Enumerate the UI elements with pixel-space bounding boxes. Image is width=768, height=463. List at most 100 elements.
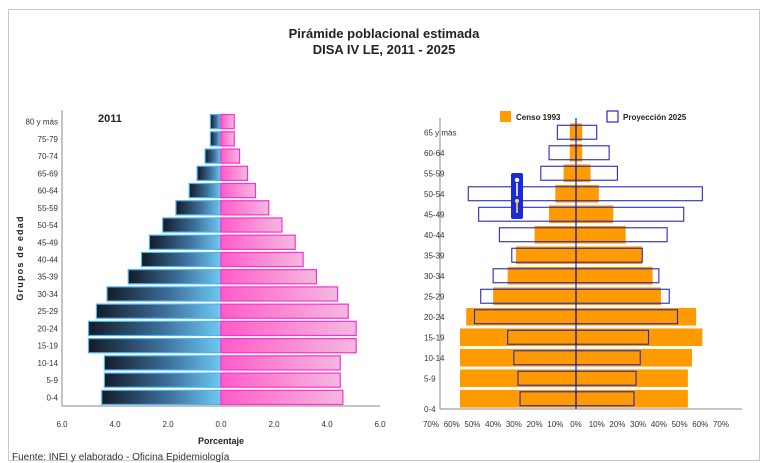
left-y-tick-label: 65-69 [38,169,59,178]
bar-2011-right-65-69 [220,165,249,181]
right-x-tick-label: 30% [630,420,646,429]
bar-2011-right-30-34 [220,286,339,302]
bar-2011-left-55-59 [175,200,222,216]
bar-censo-left-25-29 [493,287,576,306]
right-x-tick-label: 60% [692,420,708,429]
right-y-tick-label: 55-59 [424,169,445,178]
bar-censo-right-45-49 [576,205,614,224]
bar-censo-right-55-59 [576,164,591,183]
bar-2011-right-15-19 [220,338,357,354]
right-y-tick-label: 50-54 [424,190,445,199]
left-x-tick-label: 0.0 [215,420,227,429]
bar-censo-right-10-14 [576,348,692,367]
left-y-tick-label: 35-39 [38,273,59,282]
left-x-tick-label: 2.0 [268,420,280,429]
left-y-tick-label: 75-79 [38,135,59,144]
legend-label-proyeccion: Proyección 2025 [623,113,687,122]
bar-2011-left-0-4 [101,389,222,406]
bar-censo-right-20-24 [576,307,697,326]
bar-2011-left-10-14 [103,355,222,371]
right-x-tick-label: 70% [713,420,729,429]
left-y-tick-label: 30-34 [38,290,59,299]
right-y-tick-label: 60-64 [424,149,445,158]
bar-censo-right-60-64 [576,143,583,162]
bar-2011-right-25-29 [220,303,349,319]
right-y-tick-label: 30-34 [424,272,445,281]
source-note: Fuente: INEI y elaborado - Oficina Epide… [12,452,230,463]
bar-2011-left-60-64 [188,182,222,199]
right-y-tick-label: 45-49 [424,210,445,219]
right-y-tick-label: 10-14 [424,354,445,363]
legend-swatch-censo [500,111,511,122]
bar-censo-left-15-19 [460,328,576,347]
right-y-tick-label: 0-4 [424,405,436,414]
right-y-tick-label: 35-39 [424,251,445,260]
bar-censo-left-50-54 [555,184,576,203]
right-x-tick-label: 50% [672,420,688,429]
right-x-tick-label: 20% [609,420,625,429]
right-x-tick-label: 60% [444,420,460,429]
left-x-tick-label: 6.0 [56,420,68,429]
left-y-tick-label: 15-19 [38,342,59,351]
bar-censo-left-30-34 [507,266,576,285]
bar-2011-left-15-19 [87,338,222,354]
chart-subtitle: DISA IV LE, 2011 - 2025 [312,42,456,57]
bar-censo-left-65 y más [569,123,576,142]
left-x-tick-label: 4.0 [109,420,121,429]
left-chart-title: 2011 [98,113,122,125]
right-x-tick-label: 50% [464,420,480,429]
bar-censo-right-65 y más [576,123,583,142]
bar-2011-left-5-9 [103,372,222,388]
bar-censo-left-0-4 [460,389,576,408]
left-y-tick-label: 45-49 [38,238,59,247]
legend-swatch-proyeccion [606,110,619,123]
left-y-tick-label: 50-54 [38,221,59,230]
bar-censo-right-0-4 [576,389,688,408]
left-y-tick-label: 20-24 [38,324,59,333]
right-x-tick-label: 0% [570,420,582,429]
bar-2011-right-70-74 [220,148,241,164]
bar-censo-right-5-9 [576,369,688,388]
left-x-tick-label: 6.0 [374,420,386,429]
left-x-axis-label: Porcentaje [198,436,244,446]
bar-2011-right-45-49 [220,234,296,250]
right-x-tick-label: 40% [651,420,667,429]
bar-2011-left-30-34 [106,286,222,302]
bar-2011-right-35-39 [220,269,318,285]
chart-title: Pirámide poblacional estimada [288,26,480,41]
left-y-axis-label: Grupos de edad [15,215,25,300]
right-y-tick-label: 40-44 [424,231,445,240]
figure-frame [8,9,760,461]
bar-2011-right-50-54 [220,217,283,233]
left-y-tick-label: 40-44 [38,256,59,265]
right-x-tick-label: 10% [589,420,605,429]
left-y-tick-label: 55-59 [38,204,59,213]
left-y-tick-label: 0-4 [46,393,58,402]
right-x-tick-label: 70% [423,420,439,429]
bar-2011-left-35-39 [127,269,222,285]
right-y-tick-label: 5-9 [424,374,436,383]
bar-censo-right-30-34 [576,266,653,285]
bar-2011-right-75-79 [220,131,235,147]
right-y-tick-label: 20-24 [424,313,445,322]
bar-2011-right-55-59 [220,200,270,216]
left-y-tick-label: 60-64 [38,187,59,196]
bar-2011-right-60-64 [220,182,257,199]
bar-censo-left-40-44 [534,225,576,244]
bar-2011-left-25-29 [95,303,222,319]
right-x-tick-label: 40% [485,420,501,429]
right-y-tick-label: 25-29 [424,292,445,301]
chart-title-block: Pirámide poblacional estimada DISA IV LE… [0,26,768,58]
bar-2011-left-20-24 [87,320,222,337]
legend-label-censo: Censo 1993 [516,113,561,122]
bar-censo-right-50-54 [576,184,599,203]
bar-2011-right-20-24 [220,320,357,337]
bar-2011-left-45-49 [148,234,222,250]
bar-2011-right-0-4 [220,389,344,406]
right-y-tick-label: 15-19 [424,333,445,342]
bar-censo-left-55-59 [563,164,576,183]
right-x-tick-label: 10% [547,420,563,429]
bar-censo-left-45-49 [549,205,576,224]
right-y-tick-label: 65 y más [424,128,456,137]
